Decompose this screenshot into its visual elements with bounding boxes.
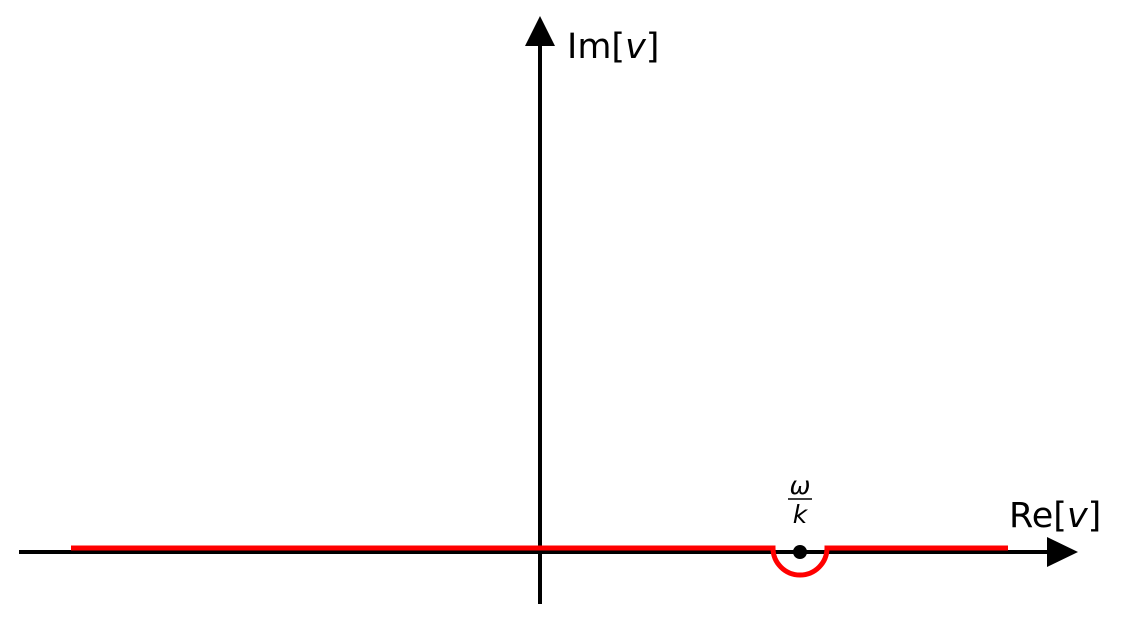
- real-axis-label: Re[v]: [1009, 496, 1101, 536]
- imaginary-axis-arrowhead: [525, 16, 555, 46]
- pole-point: [793, 545, 807, 559]
- real-axis-arrowhead: [1047, 537, 1078, 567]
- pole-numerator: ω: [790, 471, 811, 500]
- imaginary-axis-label: Im[v]: [567, 27, 659, 67]
- pole-denominator: k: [793, 500, 809, 529]
- integration-contour: [71, 545, 1008, 578]
